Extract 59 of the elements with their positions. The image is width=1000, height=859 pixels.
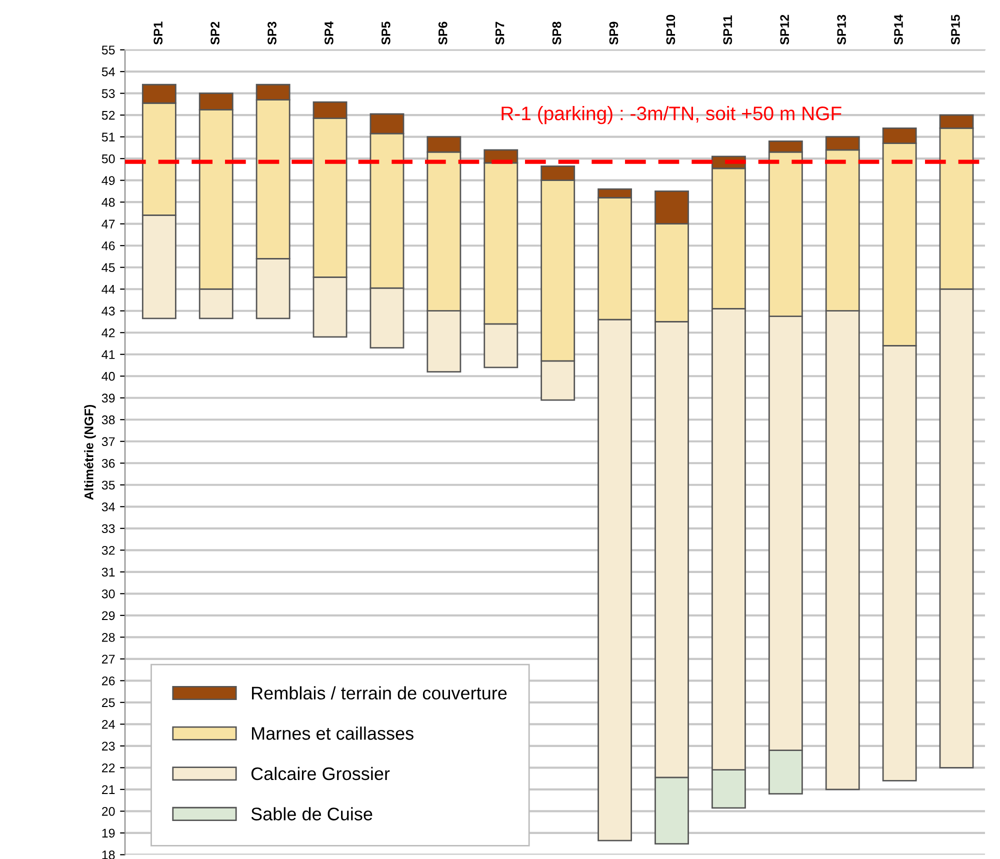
y-tick-label: 29: [102, 611, 115, 620]
y-tick-label: 48: [102, 198, 115, 207]
y-tick-label: 36: [102, 458, 115, 468]
y-tick-label: 52: [102, 110, 115, 120]
x-tick-label: SP14: [894, 14, 903, 45]
y-tick-label: 25: [102, 698, 115, 708]
x-tick-label: SP6: [438, 22, 448, 45]
x-tick-label: SP9: [609, 22, 618, 45]
y-axis-title: Altimétrie (NGF): [84, 404, 96, 500]
y-tick-label: 38: [102, 415, 115, 424]
y-tick-label: 18: [102, 850, 115, 859]
y-tick-label: 23: [102, 742, 115, 751]
y-tick-label: 39: [102, 394, 115, 403]
y-tick-label: 34: [102, 502, 115, 512]
y-tick-label: 24: [102, 720, 115, 729]
y-tick-label: 45: [102, 263, 115, 272]
legend-label: Calcaire Grossier: [251, 766, 390, 780]
y-tick-label: 40: [102, 372, 115, 381]
y-tick-label: 32: [102, 546, 115, 555]
y-tick-label: 53: [102, 89, 115, 98]
y-tick-label: 47: [102, 220, 115, 228]
y-tick-label: 22: [102, 763, 115, 772]
y-tick-label: 30: [102, 589, 115, 598]
y-tick-label: 44: [102, 285, 115, 294]
y-tick-label: 50: [102, 154, 115, 164]
x-tick-label: SP2: [210, 22, 220, 45]
y-tick-label: 37: [102, 437, 115, 446]
y-tick-label: 33: [102, 524, 115, 534]
y-tick-label: 26: [102, 676, 115, 686]
ref-line-label: R-1 (parking) : -3m/TN, soit +50 m NGF: [502, 106, 842, 124]
x-tick-label: SP11: [723, 15, 732, 45]
x-tick-label: SP4: [324, 21, 334, 45]
y-tick-label: 35: [102, 480, 115, 490]
y-tick-label: 20: [102, 807, 115, 816]
x-tick-label: SP7: [495, 22, 504, 45]
x-tick-label: SP5: [381, 22, 390, 45]
y-tick-label: 41: [102, 350, 115, 359]
y-tick-label: 43: [102, 306, 115, 316]
y-tick-label: 27: [102, 654, 115, 664]
y-tick-label: 42: [102, 328, 115, 338]
y-tick-label: 55: [102, 46, 115, 54]
legend-label: Sable de Cuise: [251, 807, 372, 820]
y-tick-label: 51: [102, 132, 115, 142]
y-tick-label: 49: [102, 176, 115, 185]
y-tick-label: 19: [102, 828, 115, 838]
y-tick-label: 21: [102, 785, 115, 794]
x-tick-label: SP1: [154, 22, 163, 45]
x-tick-label: SP10: [666, 14, 676, 45]
x-tick-label: SP12: [780, 14, 790, 45]
x-tick-label: SP15: [951, 14, 960, 45]
y-tick-label: 54: [102, 68, 115, 76]
x-tick-label: SP3: [268, 22, 276, 45]
legend-label: Remblais / terrain de couverture: [252, 686, 507, 700]
legend-label: Marnes et caillasses: [252, 726, 414, 740]
x-tick-label: SP8: [552, 22, 562, 45]
y-tick-label: 46: [102, 241, 115, 250]
x-tick-label: SP13: [837, 14, 846, 45]
y-tick-label: 31: [102, 568, 115, 577]
y-tick-label: 28: [102, 632, 115, 642]
